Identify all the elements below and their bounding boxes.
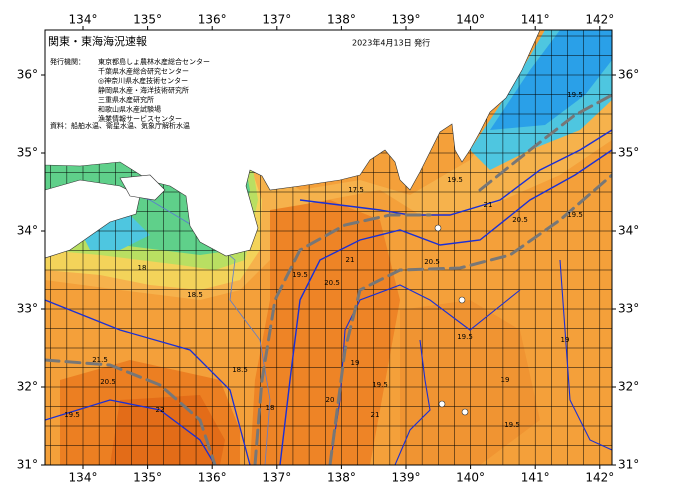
contour-label: 21 xyxy=(371,411,380,419)
title: 関東・東海海況速報 xyxy=(48,34,147,48)
lon-label: 136° xyxy=(198,471,227,485)
contour-label: 19.5 xyxy=(372,381,388,389)
lon-label: 141° xyxy=(521,471,550,485)
contour-label: 19 xyxy=(501,376,510,384)
lat-label: 34° xyxy=(17,224,38,238)
lon-label: 142° xyxy=(585,471,614,485)
contour-label: 20.5 xyxy=(424,258,440,266)
contour-label: 19.5 xyxy=(447,176,463,184)
land xyxy=(119,174,166,201)
contour-label: 19.5 xyxy=(457,333,473,341)
zone-cyan-west xyxy=(80,215,150,250)
issuer-line: ◎神奈川県水産技術センター xyxy=(98,76,188,85)
island xyxy=(461,408,469,416)
contour-line xyxy=(279,149,612,465)
lon-label: 137° xyxy=(262,13,291,27)
contour-label: 18.5 xyxy=(232,366,248,374)
sea-layer xyxy=(45,30,612,465)
lat-label: 31° xyxy=(618,458,639,472)
contour-label: 20 xyxy=(326,396,335,404)
contour-label: 21.5 xyxy=(92,356,108,364)
island xyxy=(458,296,466,304)
contour-label: 18 xyxy=(138,264,147,272)
contour-label: 19.5 xyxy=(504,421,520,429)
issuer-line: 漁業情報サービスセンター xyxy=(98,114,182,123)
lon-label: 134° xyxy=(69,471,98,485)
contour-line xyxy=(559,259,612,451)
lon-label: 138° xyxy=(327,13,356,27)
issuer-line: 東京都島しょ農林水産総合センター xyxy=(98,57,210,66)
lat-label: 33° xyxy=(618,302,639,316)
current-axis xyxy=(253,213,432,465)
issuer-label: 発行機関： xyxy=(50,57,85,66)
current-axis xyxy=(45,358,217,465)
lon-label: 140° xyxy=(456,13,485,27)
lat-label: 35° xyxy=(17,146,38,160)
contour-line xyxy=(45,299,251,465)
contour-label: 19.5 xyxy=(567,211,583,219)
contour-label: 18.5 xyxy=(187,291,203,299)
lon-label: 139° xyxy=(392,13,421,27)
lon-label: 135° xyxy=(133,471,162,485)
lon-label: 135° xyxy=(133,13,162,27)
zone-blue xyxy=(490,30,612,130)
contour-label: 21 xyxy=(346,256,355,264)
issuer-line: 三重県水産研究所 xyxy=(98,95,154,104)
lat-label: 31° xyxy=(17,458,38,472)
island xyxy=(434,224,442,232)
lat-label: 32° xyxy=(618,380,639,394)
contour-label: 19 xyxy=(351,359,360,367)
current-axis xyxy=(478,93,612,192)
issuer-line: 静岡県水産・海洋技術研究所 xyxy=(98,86,189,95)
source: 資料：船舶水温、衛星水温、気象庁解析水温 xyxy=(50,121,190,130)
lat-label: 35° xyxy=(618,146,639,160)
issuer-line: 和歌山県水産試験場 xyxy=(98,105,161,114)
contour-label: 19.5 xyxy=(567,91,583,99)
lon-label: 141° xyxy=(521,13,550,27)
island xyxy=(438,400,446,408)
contour-line xyxy=(394,339,431,465)
current-axis xyxy=(328,173,612,465)
lon-label: 139° xyxy=(392,471,421,485)
lon-label: 142° xyxy=(585,13,614,27)
lon-label: 138° xyxy=(327,471,356,485)
map-frame xyxy=(44,29,613,466)
contour-label: 20.5 xyxy=(100,378,116,386)
zone-mid xyxy=(400,300,540,465)
lat-label: 33° xyxy=(17,302,38,316)
contour-label: 17.5 xyxy=(348,186,364,194)
lat-label: 36° xyxy=(618,68,639,82)
lon-label: 136° xyxy=(198,13,227,27)
contour-label: 19 xyxy=(561,336,570,344)
lon-label: 137° xyxy=(262,471,291,485)
issuer-line: 千葉県水産総合研究センター xyxy=(98,67,189,76)
land xyxy=(45,179,141,259)
contour-label: 21 xyxy=(484,201,493,209)
land xyxy=(45,30,541,257)
lat-label: 36° xyxy=(17,68,38,82)
contour-label: 19.5 xyxy=(292,271,308,279)
lon-label: 140° xyxy=(456,471,485,485)
contour-line xyxy=(45,399,216,465)
lat-label: 32° xyxy=(17,380,38,394)
contour-label: 18 xyxy=(266,404,275,412)
contour-label: 22 xyxy=(156,406,165,414)
lat-label: 34° xyxy=(618,224,639,238)
contour-label: 19.5 xyxy=(64,411,80,419)
issue-date: 2023年4月13日 発行 xyxy=(352,38,430,48)
contour-label: 20.5 xyxy=(324,279,340,287)
contour-line xyxy=(299,129,612,216)
lon-label: 134° xyxy=(69,13,98,27)
contour-label: 20.5 xyxy=(512,216,528,224)
